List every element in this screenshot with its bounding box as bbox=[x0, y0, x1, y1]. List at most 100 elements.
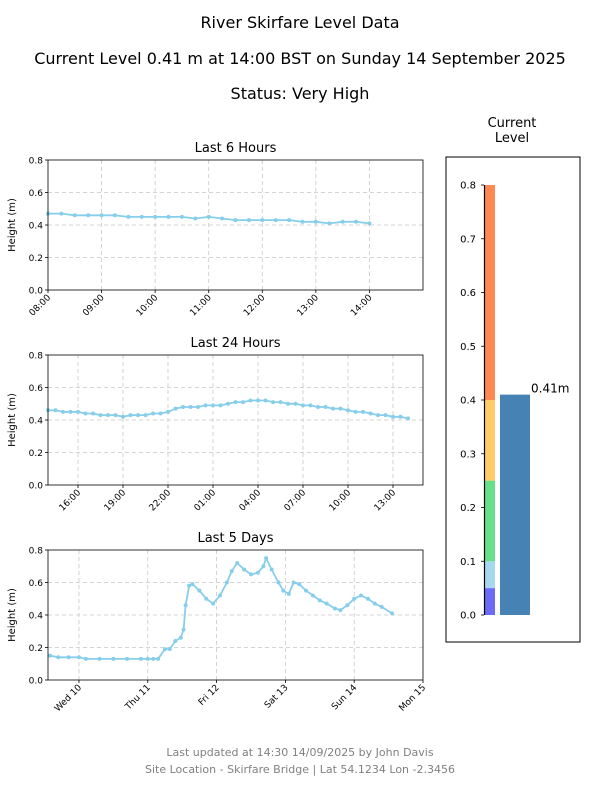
data-point bbox=[126, 214, 131, 219]
data-point bbox=[76, 409, 80, 414]
y-tick-label: 0.0 bbox=[29, 482, 44, 492]
data-point bbox=[220, 216, 225, 221]
level-band bbox=[485, 561, 495, 589]
data-point bbox=[83, 656, 88, 661]
data-point bbox=[166, 214, 171, 219]
data-point bbox=[125, 656, 130, 661]
data-point bbox=[361, 409, 365, 414]
gauge-tick-label: 0.4 bbox=[460, 396, 476, 407]
data-point bbox=[203, 403, 208, 408]
x-tick-label: 08:00 bbox=[28, 293, 54, 319]
data-point bbox=[235, 561, 240, 565]
data-point bbox=[181, 405, 185, 409]
data-point bbox=[139, 214, 144, 219]
current-level-bar bbox=[500, 394, 530, 615]
data-point bbox=[76, 655, 81, 660]
y-tick-label: 0.2 bbox=[29, 644, 43, 654]
data-point bbox=[331, 406, 335, 411]
data-point bbox=[112, 213, 117, 218]
data-point bbox=[183, 603, 188, 608]
data-point bbox=[323, 405, 328, 409]
panel-title: Last 5 Days bbox=[197, 531, 273, 546]
data-point bbox=[242, 567, 247, 572]
y-axis-label: Height (m) bbox=[7, 393, 18, 447]
data-point bbox=[354, 219, 359, 224]
data-point bbox=[346, 408, 350, 413]
data-point bbox=[256, 398, 260, 403]
x-tick-label: 10:00 bbox=[135, 293, 161, 319]
data-point bbox=[188, 405, 193, 409]
data-point bbox=[233, 400, 238, 405]
data-point bbox=[128, 413, 133, 418]
data-point bbox=[113, 413, 118, 418]
data-point bbox=[327, 221, 332, 226]
x-tick-label: 04:00 bbox=[238, 488, 264, 514]
data-point bbox=[106, 413, 110, 418]
data-point bbox=[224, 580, 229, 585]
data-point bbox=[226, 401, 230, 406]
data-point bbox=[56, 655, 61, 660]
data-point bbox=[286, 591, 291, 596]
gauge-tick-label: 0.1 bbox=[460, 557, 476, 568]
y-tick-label: 0.6 bbox=[29, 579, 44, 589]
data-point bbox=[173, 639, 178, 643]
data-point bbox=[324, 601, 329, 606]
data-point bbox=[264, 556, 269, 561]
data-point bbox=[48, 653, 53, 658]
data-point bbox=[317, 598, 322, 603]
data-point bbox=[153, 214, 158, 219]
data-point bbox=[173, 406, 178, 411]
level-band bbox=[485, 588, 495, 615]
data-point bbox=[391, 414, 395, 419]
x-tick-label: Thu 11 bbox=[123, 683, 153, 713]
data-point bbox=[241, 400, 245, 405]
data-point bbox=[151, 656, 156, 661]
y-tick-label: 0.4 bbox=[29, 612, 44, 622]
data-point bbox=[233, 218, 238, 223]
data-point bbox=[59, 211, 64, 216]
gauge-tick-label: 0.7 bbox=[460, 234, 476, 245]
data-point bbox=[316, 405, 320, 409]
data-point bbox=[111, 656, 116, 661]
data-point bbox=[301, 403, 305, 408]
data-point bbox=[197, 588, 202, 593]
y-tick-label: 0.6 bbox=[29, 384, 44, 394]
gauge-tick-label: 0.6 bbox=[460, 288, 476, 299]
data-point bbox=[376, 413, 380, 418]
y-tick-label: 0.2 bbox=[29, 254, 43, 264]
data-point bbox=[269, 567, 274, 572]
panel-title: Last 24 Hours bbox=[191, 336, 281, 351]
data-point bbox=[193, 216, 198, 221]
x-tick-label: 09:00 bbox=[81, 293, 107, 319]
data-point bbox=[187, 583, 192, 588]
gauge-title: Level bbox=[495, 131, 529, 146]
data-point bbox=[345, 603, 350, 608]
data-point bbox=[211, 403, 215, 408]
gauge-tick-label: 0.8 bbox=[460, 181, 476, 192]
data-point bbox=[390, 611, 395, 616]
data-point bbox=[218, 593, 223, 598]
gauge-tick-label: 0.0 bbox=[460, 611, 476, 622]
x-tick-label: 16:00 bbox=[58, 488, 84, 514]
level-band bbox=[485, 400, 495, 481]
data-point bbox=[263, 398, 268, 403]
y-tick-label: 0.0 bbox=[29, 287, 44, 297]
data-point bbox=[248, 398, 253, 403]
panel-title: Last 6 Hours bbox=[195, 141, 277, 156]
data-point bbox=[248, 572, 253, 577]
data-point bbox=[151, 411, 155, 416]
data-point bbox=[293, 401, 298, 406]
site-location-text: Site Location - Skirfare Bridge | Lat 54… bbox=[144, 763, 455, 776]
data-point bbox=[145, 656, 150, 661]
data-point bbox=[98, 413, 103, 418]
data-point bbox=[190, 582, 195, 587]
data-point bbox=[338, 608, 343, 613]
x-tick-label: Wed 10 bbox=[53, 683, 84, 714]
data-point bbox=[97, 656, 102, 661]
data-point bbox=[83, 411, 88, 416]
x-tick-label: Mon 15 bbox=[398, 683, 429, 714]
y-tick-label: 0.0 bbox=[29, 677, 44, 687]
data-point bbox=[286, 401, 290, 406]
y-axis-label: Height (m) bbox=[7, 198, 18, 252]
